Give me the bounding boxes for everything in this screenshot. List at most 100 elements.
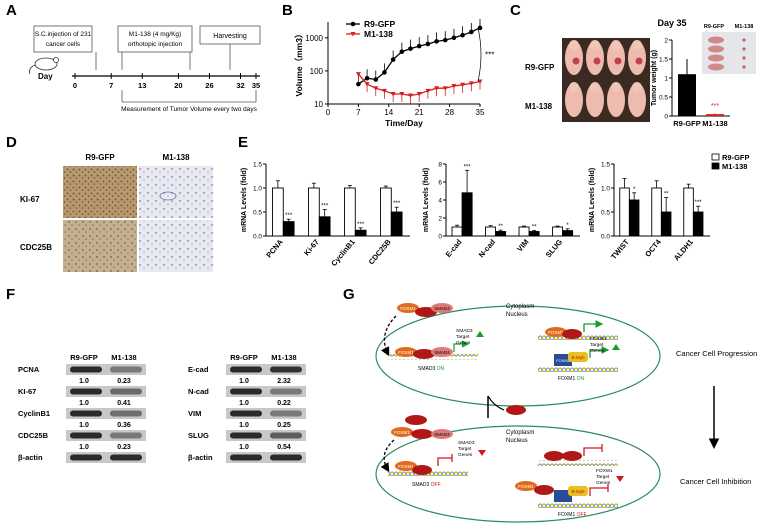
y-axis-label: mRNA Levels (fold) — [241, 168, 248, 232]
band-m1 — [110, 432, 142, 439]
significance-label: *** — [357, 222, 365, 228]
box2-line2: orthotopic injection — [128, 41, 183, 48]
y-axis-label: Tumor weight (g) — [651, 50, 658, 106]
data-point — [416, 43, 422, 49]
category-label: OCT4 — [643, 237, 663, 259]
timeline-day-label: 13 — [138, 81, 146, 90]
tumor-m1 — [742, 47, 746, 51]
tumor-m1 — [742, 65, 746, 69]
bmyb-label-1: B-Myb — [571, 355, 584, 360]
category-label: ALDH1 — [672, 238, 695, 263]
m1-138-protein — [415, 307, 437, 317]
ihc-cdc25b-m1 — [139, 220, 213, 272]
tumor-r9 — [708, 45, 724, 53]
y-axis-label: mRNA Levels (fold) — [423, 168, 430, 232]
bar-r9-gfp — [552, 226, 564, 237]
panel-e-chart-proliferation: 0.0 0.5 1.0 1.5 mRNA Levels (fold) *** PCNA ***… — [241, 162, 410, 268]
cytoplasm-bottom: Cytoplasm — [506, 430, 534, 436]
blot-strip — [66, 452, 146, 463]
panel-label-g: G — [343, 286, 355, 303]
mouse-body — [586, 41, 604, 75]
bmyb-label-2: B-Myb — [571, 489, 584, 494]
band-actin-r9 — [70, 454, 102, 461]
y-tick-label: 8 — [438, 162, 442, 169]
category-label: SLUG — [544, 237, 564, 259]
foxm1-label-2: FOXM1 — [398, 350, 414, 355]
data-point — [381, 88, 387, 94]
band-r9 — [70, 366, 102, 373]
foxm1-label-7: FOXM1 — [518, 484, 534, 489]
panel-label-b: B — [282, 2, 293, 19]
band-r9 — [70, 388, 102, 395]
data-point — [356, 81, 361, 87]
foxm1-target-1: FOXM1 — [590, 336, 607, 342]
bar-r9-gfp — [272, 187, 284, 237]
down-triangle-icon-2 — [616, 476, 624, 482]
bar-r9-gfp — [619, 187, 630, 237]
band-m1 — [110, 366, 142, 373]
legend-label: R9-GFP — [364, 19, 396, 29]
foxm1-target-5: Target — [596, 474, 610, 480]
band-r9 — [70, 432, 102, 439]
legend-marker — [350, 21, 356, 27]
blot-row-label: VIM — [188, 409, 201, 418]
blot-strip — [66, 408, 146, 419]
data-point — [477, 25, 483, 31]
m1-138-free — [506, 405, 526, 415]
mouse-head — [632, 82, 642, 92]
mouse-head — [590, 40, 600, 50]
foxm1-label-5: FOXM1 — [394, 430, 410, 435]
mouse-body — [565, 41, 583, 75]
y-tick-label: 1.5 — [601, 162, 610, 169]
timeline-day-label: 35 — [252, 81, 260, 90]
band-m1 — [270, 432, 302, 439]
blot-ratio-2: 0.36 — [117, 422, 131, 429]
significance-label: *** — [485, 51, 494, 60]
band-actin-r9 — [230, 454, 262, 461]
bar-r9-gfp — [485, 226, 497, 237]
data-point — [416, 92, 422, 97]
bar-m1-138 — [660, 211, 672, 237]
mouse-head — [611, 82, 621, 92]
smad4-label-3: SMAD4 — [434, 432, 450, 437]
tumor-mark — [572, 57, 580, 65]
band-actin-m1 — [110, 454, 142, 461]
blot-strip — [66, 364, 146, 375]
mouse-head — [590, 82, 600, 92]
blot-row-label: CDC25B — [18, 431, 49, 440]
y-tick-label: 0.5 — [601, 210, 610, 217]
foxm1-target-3: Genes — [590, 348, 605, 354]
up-triangle-icon-2 — [612, 344, 620, 350]
ihc-col1: R9-GFP — [85, 153, 115, 162]
data-point — [408, 46, 413, 51]
foxm1-protein — [397, 303, 419, 313]
weight-bar — [678, 74, 696, 116]
blot-ratio-1: 1.0 — [79, 378, 89, 385]
band-m1 — [110, 388, 142, 395]
panel-a-timeline: S.C.injection of 231 cancer cells M1-138… — [29, 25, 261, 113]
data-point — [460, 32, 465, 38]
bar-r9-gfp — [451, 226, 463, 237]
band-r9 — [70, 410, 102, 417]
legend-label: M1-138 — [364, 29, 393, 39]
blot-ratio-1: 1.0 — [79, 400, 89, 407]
blot-ratio-1: 1.0 — [79, 422, 89, 429]
smad4-label-1: SMAD4 — [434, 306, 450, 311]
foxm1-label-6: FOXM1 — [398, 464, 414, 469]
blot-col-1: R9-GFP — [230, 353, 258, 362]
smad-target-5: Target — [458, 446, 472, 452]
band-r9 — [230, 410, 262, 417]
tumor-mark — [614, 57, 622, 65]
timeline-day-label: 32 — [236, 81, 244, 90]
y-tick-label: 0.0 — [601, 234, 610, 241]
bar-m1-138 — [318, 216, 331, 237]
ihc-ki67-r9 — [63, 166, 137, 218]
panel-label-f: F — [6, 286, 16, 303]
foxm1-target-2: Target — [590, 342, 604, 348]
significance-label: *** — [711, 103, 719, 110]
data-point — [442, 86, 448, 91]
blot-ratio-1: 1.0 — [239, 400, 249, 407]
blot-row-label: N-cad — [188, 387, 209, 396]
x-tick-label: 0 — [326, 108, 331, 117]
